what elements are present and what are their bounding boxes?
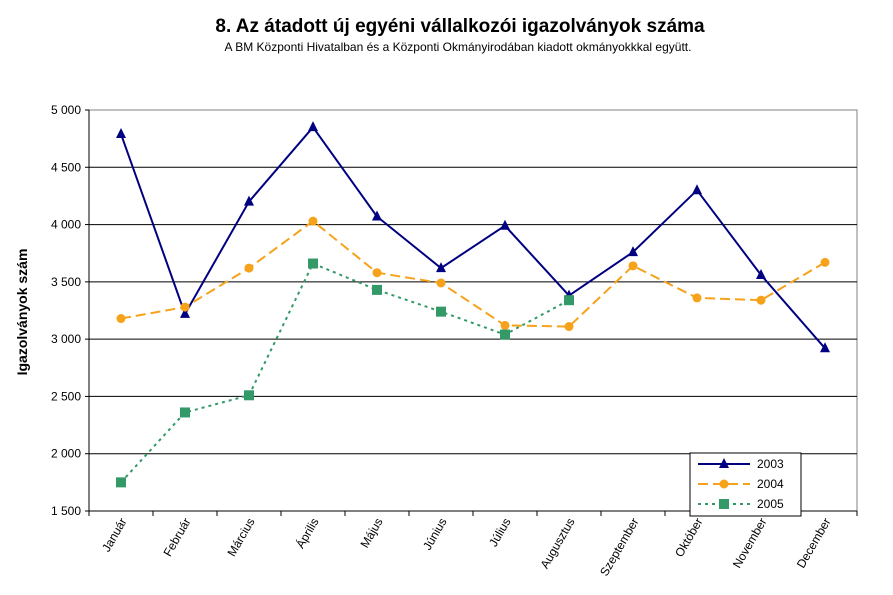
data-point [564,295,574,306]
data-point [692,184,702,195]
data-point [116,128,126,139]
data-point [116,314,126,324]
data-point [719,458,729,468]
series-line [120,219,826,328]
data-point [372,268,382,278]
y-tick-label: 3 000 [51,332,81,346]
series-line [120,262,570,484]
data-point [372,210,382,221]
data-point [116,477,126,488]
series-2004 [116,216,830,332]
data-point [564,322,574,332]
x-tick-label: November [730,516,770,571]
data-point [692,293,702,303]
series-line [120,125,826,349]
y-tick-label: 4 500 [51,160,81,174]
legend-item: 2004 [698,477,784,491]
chart-title: 8. Az átadott új egyéni vállalkozói igaz… [215,16,705,37]
x-tick-label: Június [420,516,449,553]
data-point [244,263,254,273]
data-point [719,499,729,509]
data-point [436,306,446,317]
x-tick-label: Március [224,516,257,559]
data-point [436,278,446,288]
data-point [820,257,830,267]
legend: 2003 2004 2005 [689,452,802,517]
y-tick-label: 2 000 [51,447,81,461]
x-axis: Január Február Március Április Május Június Jú… [88,510,858,579]
legend-item: 2003 [698,457,784,471]
y-tick-label: 1 500 [51,504,81,518]
legend-item: 2005 [698,497,784,511]
data-point [308,216,318,226]
y-axis-label: Igazolványok szám [14,249,30,376]
data-point [500,219,510,230]
data-point [500,329,510,340]
chart-subtitle: A BM Központi Hivatalban és a Központi O… [225,40,692,54]
legend-label: 2004 [757,477,784,491]
data-point [628,261,638,271]
data-point [308,258,318,269]
data-point [820,342,830,353]
x-tick-label: Május [357,516,385,551]
x-tick-label: Október [672,515,705,559]
y-tick-label: 2 500 [51,389,81,403]
data-point [436,262,446,273]
data-point [719,479,729,489]
series-2005 [116,258,574,488]
y-axis: 1 500 2 000 2 500 3 000 3 500 4 000 4 500 5 000 [51,103,90,518]
x-tick-label: Február [160,516,193,559]
x-tick-label: Január [99,516,129,555]
data-point [756,268,766,279]
data-point [500,320,510,330]
legend-label: 2005 [757,497,784,511]
data-point [180,307,190,318]
data-point [372,284,382,295]
legend-label: 2003 [757,457,784,471]
y-tick-label: 5 000 [51,103,81,117]
data-point [628,246,638,257]
plot-area [88,109,858,512]
x-tick-label: December [794,516,834,571]
data-point [244,390,254,401]
data-point [308,121,318,132]
y-tick-label: 4 000 [51,218,81,232]
x-tick-label: Augusztus [537,516,577,572]
y-tick-label: 3 500 [51,275,81,289]
data-point [180,302,190,312]
data-point [756,295,766,305]
x-tick-label: Április [292,515,321,551]
data-point [244,195,254,206]
series-group [116,121,830,488]
x-tick-label: Július [486,516,513,550]
data-point [180,407,190,418]
x-tick-label: Szeptember [597,516,641,579]
